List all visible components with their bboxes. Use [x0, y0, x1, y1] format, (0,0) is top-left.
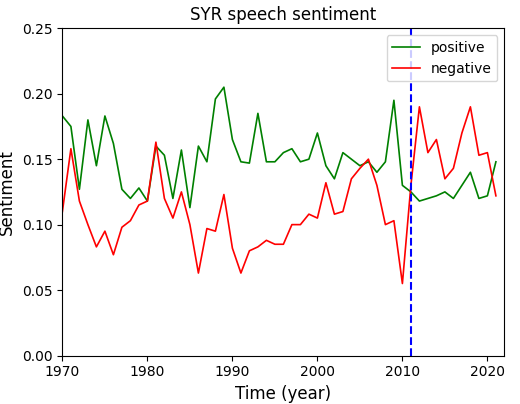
negative: [340, 209, 346, 214]
positive: [187, 205, 193, 210]
Line: negative: negative: [62, 107, 496, 284]
negative: [263, 238, 269, 243]
Title: SYR speech sentiment: SYR speech sentiment: [190, 6, 376, 24]
negative: [493, 194, 499, 198]
positive: [280, 150, 287, 155]
positive: [221, 85, 227, 90]
positive: [306, 157, 312, 162]
negative: [289, 222, 295, 227]
positive: [93, 163, 99, 168]
Line: positive: positive: [62, 87, 496, 208]
negative: [212, 229, 218, 234]
positive: [340, 150, 346, 155]
Legend: positive, negative: positive, negative: [386, 35, 498, 81]
positive: [229, 137, 236, 142]
negative: [59, 209, 66, 214]
negative: [323, 180, 329, 185]
positive: [357, 163, 363, 168]
negative: [399, 281, 406, 286]
negative: [93, 244, 99, 249]
positive: [493, 159, 499, 164]
X-axis label: Time (year): Time (year): [236, 385, 331, 403]
negative: [417, 104, 423, 109]
Y-axis label: Sentiment: Sentiment: [0, 149, 16, 235]
positive: [59, 114, 66, 118]
